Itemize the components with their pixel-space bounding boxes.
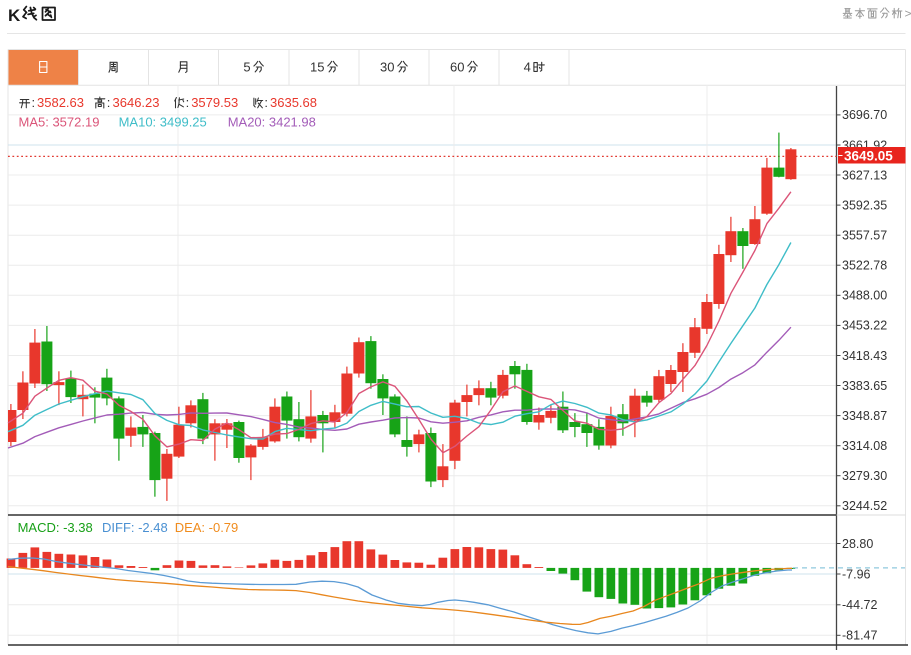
svg-text:5: 5	[243, 60, 250, 75]
svg-text:3488.00: 3488.00	[842, 289, 887, 303]
svg-text::: :	[186, 95, 190, 110]
svg-text:3314.08: 3314.08	[842, 439, 887, 453]
svg-text:K: K	[8, 6, 21, 25]
svg-text:MA20: 3421.98: MA20: 3421.98	[228, 115, 316, 130]
svg-text:28.80: 28.80	[842, 537, 873, 551]
svg-text::: :	[107, 95, 111, 110]
svg-text:>: >	[905, 7, 911, 21]
svg-text:MA10: 3499.25: MA10: 3499.25	[119, 115, 207, 130]
svg-text:3279.30: 3279.30	[842, 469, 887, 483]
svg-text:MACD: -3.38: MACD: -3.38	[18, 520, 93, 535]
svg-text:-81.47: -81.47	[842, 629, 877, 643]
svg-text:4: 4	[524, 60, 531, 75]
svg-text:3348.87: 3348.87	[842, 409, 887, 423]
svg-text:3453.22: 3453.22	[842, 319, 887, 333]
svg-text:3592.35: 3592.35	[842, 198, 887, 212]
svg-text:3522.78: 3522.78	[842, 259, 887, 273]
svg-text:3635.68: 3635.68	[270, 95, 317, 110]
svg-text:DEA: -0.79: DEA: -0.79	[175, 520, 239, 535]
svg-text:3646.23: 3646.23	[113, 95, 160, 110]
svg-text:3383.65: 3383.65	[842, 379, 887, 393]
svg-text:30: 30	[380, 60, 394, 75]
svg-text::: :	[264, 95, 268, 110]
svg-text:3244.52: 3244.52	[842, 499, 887, 513]
svg-text:MA5: 3572.19: MA5: 3572.19	[19, 115, 100, 130]
svg-text:3418.43: 3418.43	[842, 349, 887, 363]
svg-text:DIFF: -2.48: DIFF: -2.48	[102, 520, 168, 535]
svg-text:3557.57: 3557.57	[842, 229, 887, 243]
svg-text:3627.13: 3627.13	[842, 168, 887, 182]
svg-text::: :	[32, 95, 36, 110]
svg-text:3696.70: 3696.70	[842, 108, 887, 122]
svg-text:3579.53: 3579.53	[191, 95, 238, 110]
svg-text:3649.05: 3649.05	[844, 149, 893, 164]
svg-text:-7.96: -7.96	[842, 567, 871, 581]
svg-text:15: 15	[310, 60, 324, 75]
svg-text:3582.63: 3582.63	[37, 95, 84, 110]
svg-text:60: 60	[450, 60, 464, 75]
svg-text:-44.72: -44.72	[842, 598, 877, 612]
